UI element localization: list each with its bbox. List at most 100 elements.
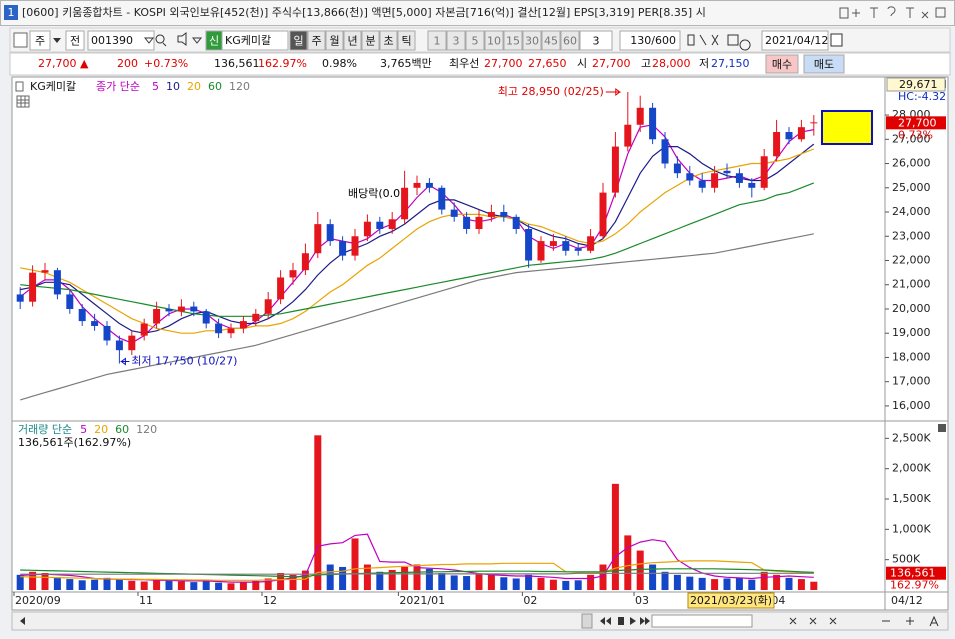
step-select[interactable]	[579, 30, 613, 51]
volume-bar	[537, 577, 545, 590]
unit-button-label: 틱	[401, 35, 411, 48]
panel-close[interactable]	[938, 424, 946, 432]
window-controls[interactable]	[839, 6, 946, 19]
volume-bar	[177, 581, 185, 590]
step-select-label: 3	[593, 35, 600, 48]
x-tick-label: 04	[771, 594, 785, 607]
candle-body	[574, 248, 582, 251]
playback-controls[interactable]	[600, 617, 650, 625]
legend-entry: 20	[94, 423, 108, 436]
date: 2021/04/12	[765, 34, 828, 47]
candle-body	[760, 156, 768, 188]
code-input[interactable]	[87, 30, 155, 51]
volume-bar	[760, 571, 768, 590]
interval-button[interactable]	[465, 30, 485, 51]
sell-button[interactable]	[803, 54, 845, 74]
x-tick-label: 2021/01	[399, 594, 445, 607]
legend-entry: 5	[152, 80, 159, 93]
window-control-icons[interactable]	[839, 6, 946, 19]
volume-bar	[264, 578, 272, 590]
candle-body	[748, 182, 756, 188]
scroll-thumb[interactable]	[581, 613, 593, 629]
moving-average-line	[19, 124, 814, 344]
quote-best-label: 최우선	[449, 57, 479, 70]
top-label: 29,671	[899, 78, 938, 91]
y-tick-label: 25,000	[892, 181, 931, 194]
zoom-buttons[interactable]	[789, 615, 939, 627]
new-badge-label: 신	[209, 35, 219, 48]
calendar-icon[interactable]	[830, 33, 843, 47]
unit-button[interactable]	[307, 30, 326, 51]
interval-button-label: 1	[434, 35, 441, 48]
unit-button[interactable]	[343, 30, 362, 51]
interval-button[interactable]	[522, 30, 542, 51]
scroll-left[interactable]	[20, 617, 25, 625]
candle-body	[463, 216, 471, 229]
interval-button-label: 10	[487, 35, 501, 48]
volume-bar	[301, 570, 309, 590]
volume-bar	[252, 580, 260, 590]
interval-button[interactable]	[541, 30, 561, 51]
unit-button-label: 주	[311, 35, 321, 48]
interval-button-label: 5	[472, 35, 479, 48]
y-tick-label: 18,000	[892, 350, 931, 363]
interval-button[interactable]	[560, 30, 580, 51]
y-tick-label: 19,000	[892, 326, 931, 339]
candle-body	[252, 313, 260, 322]
toolbar-icon[interactable]	[13, 32, 28, 48]
volume-bar	[624, 535, 632, 590]
volume-bar	[277, 573, 285, 590]
volume-bar	[202, 580, 210, 590]
date-box[interactable]	[761, 30, 829, 51]
interval-button[interactable]	[503, 30, 523, 51]
unit-button[interactable]	[397, 30, 416, 51]
candle-body	[153, 308, 161, 324]
candle-body	[797, 127, 805, 140]
zoom-track[interactable]	[651, 614, 753, 628]
legend-icon	[15, 81, 24, 92]
period-select[interactable]	[29, 30, 51, 51]
y-tick-label: 23,000	[892, 229, 931, 242]
candle-body	[425, 182, 433, 188]
quote-ask: 27,700	[484, 57, 523, 70]
volume-bar	[103, 577, 111, 590]
interval-button-label: 30	[525, 35, 539, 48]
moving-average-line	[20, 560, 814, 581]
candle-body	[711, 173, 719, 188]
volume-bar	[500, 577, 508, 590]
candle-body	[202, 311, 210, 324]
unit-button[interactable]	[289, 30, 308, 51]
unit-button[interactable]	[361, 30, 380, 51]
unit-button[interactable]	[325, 30, 344, 51]
mode-select[interactable]	[65, 30, 85, 51]
volume-bar	[636, 550, 644, 590]
unit-button[interactable]	[379, 30, 398, 51]
last-volume-box	[886, 566, 946, 580]
interval-button-label: 15	[506, 35, 520, 48]
chart-title: KG케미칼	[30, 80, 76, 93]
volume-bar	[773, 574, 781, 590]
volume-bar	[41, 573, 49, 590]
window-title: [0600] 키움종합차트 - KOSPI 외국인보유[452(천)] 주식수[…	[22, 5, 706, 19]
dropdown-arrow[interactable]	[53, 38, 61, 43]
scrollbar[interactable]	[11, 611, 949, 631]
candle-body	[698, 180, 706, 188]
candle-body	[227, 328, 235, 334]
candle-body	[376, 221, 384, 229]
volume-bar	[413, 564, 421, 590]
candle-body	[475, 216, 483, 229]
buy-button[interactable]	[765, 54, 799, 74]
volume-bar	[673, 574, 681, 590]
interval-button-label: 60	[563, 35, 577, 48]
candle-body	[773, 132, 781, 157]
candle-body	[277, 277, 285, 300]
interval-button[interactable]	[446, 30, 466, 51]
unit-button-label: 초	[383, 35, 393, 48]
tool-icons[interactable]	[687, 34, 751, 51]
interval-button[interactable]	[427, 30, 447, 51]
search-icons[interactable]	[143, 32, 203, 47]
name-box[interactable]	[221, 30, 289, 51]
count-box[interactable]	[619, 30, 681, 51]
last-change: 0.73%	[898, 128, 933, 141]
interval-button[interactable]	[484, 30, 504, 51]
